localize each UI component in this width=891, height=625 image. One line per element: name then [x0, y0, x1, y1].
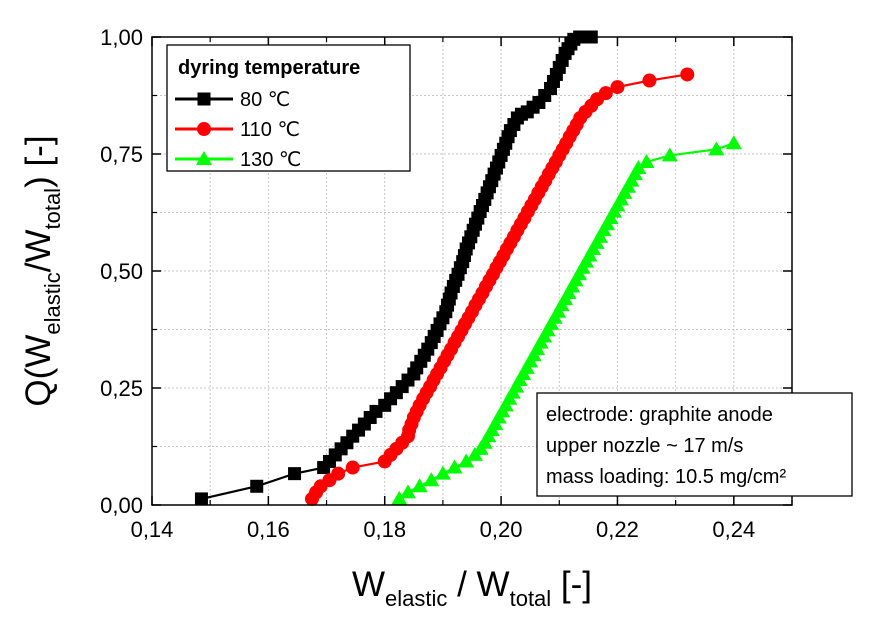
- data-point: [458, 453, 475, 468]
- data-point: [411, 478, 428, 493]
- data-point: [725, 135, 742, 150]
- data-point: [400, 484, 416, 499]
- data-point: [331, 466, 346, 481]
- series-layer: [194, 30, 742, 506]
- annotation-line-2: upper nozzle ~ 17 m/s: [546, 435, 743, 457]
- x-axis-label: Welastic / Wtotal [-]: [352, 565, 592, 611]
- legend-item: 80 ℃: [175, 89, 290, 111]
- x-tick-label: 0,20: [480, 517, 523, 542]
- x-tick-label: 0,24: [712, 517, 755, 542]
- data-point: [423, 472, 440, 487]
- data-point: [391, 490, 408, 505]
- data-point: [630, 160, 647, 175]
- data-point: [610, 80, 625, 95]
- legend-title: dyring temperature: [178, 57, 360, 79]
- legend: dyring temperature 80 ℃ 110 ℃ 130 ℃: [166, 44, 411, 172]
- data-point: [638, 153, 655, 168]
- data-point: [345, 460, 360, 475]
- data-point: [680, 67, 695, 82]
- legend-item: 130 ℃: [175, 149, 301, 171]
- data-point: [288, 467, 302, 481]
- series-circle: [305, 67, 695, 506]
- y-tick-label: 0,00: [100, 493, 143, 518]
- data-point: [708, 141, 725, 156]
- annotation-line-1: electrode: graphite anode: [546, 404, 773, 426]
- data-point: [642, 73, 657, 88]
- x-tick-label: 0,16: [247, 517, 290, 542]
- y-tick-label: 0,50: [100, 259, 143, 284]
- y-tick-label: 0,75: [100, 142, 143, 167]
- legend-label: 110 ℃: [240, 119, 300, 141]
- y-tick-label: 0,25: [100, 376, 143, 401]
- data-point: [194, 492, 208, 506]
- legend-item: 110 ℃: [175, 119, 300, 141]
- annotation-frame: [536, 392, 853, 497]
- legend-swatch-marker: [197, 92, 211, 106]
- x-axis-ticks: 0,14 0,16 0,18 0,20 0,22 0,24: [131, 37, 793, 542]
- annotation-line-3: mass loading: 10.5 mg/cm²: [546, 466, 786, 488]
- legend-swatch-marker: [196, 151, 212, 165]
- legend-swatch-marker: [197, 122, 211, 136]
- y-tick-label: 1,00: [100, 25, 143, 50]
- x-tick-label: 0,14: [131, 517, 174, 542]
- data-point: [661, 147, 678, 162]
- series-triangle: [391, 135, 742, 505]
- data-point: [598, 86, 613, 101]
- x-tick-label: 0,18: [363, 517, 406, 542]
- legend-label: 130 ℃: [240, 149, 301, 171]
- y-axis-ticks: 0,00 0,25 0,50 0,75 1,00: [100, 25, 792, 518]
- data-point: [446, 459, 463, 474]
- legend-box: [166, 44, 411, 172]
- legend-label: 80 ℃: [240, 89, 290, 111]
- data-point: [434, 465, 451, 480]
- x-tick-label: 0,22: [596, 517, 639, 542]
- y-axis-label: Q(Welastic/Wtotal) [-]: [19, 135, 65, 406]
- legend-items: 80 ℃ 110 ℃ 130 ℃: [175, 89, 301, 171]
- data-point: [250, 479, 264, 493]
- annotation-box: electrode: graphite anode upper nozzle ~…: [536, 392, 853, 497]
